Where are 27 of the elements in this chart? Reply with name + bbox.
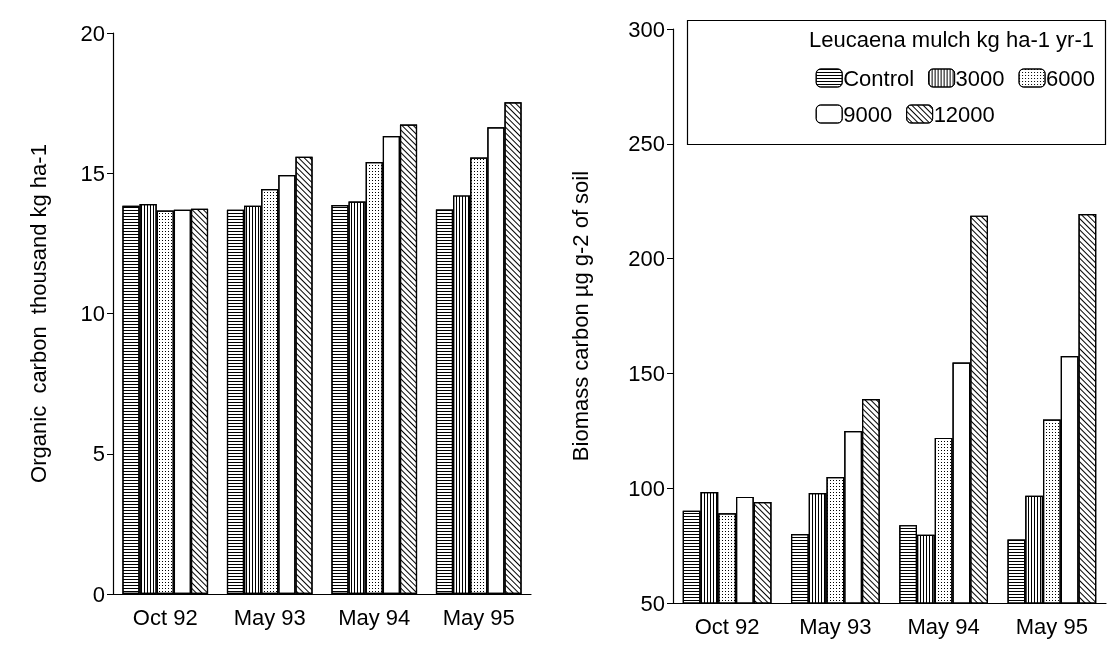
- y-tick-label: 100: [628, 475, 665, 501]
- y-axis-title: Organic carbon thousand kg ha-1: [25, 144, 51, 483]
- y-tick-label: 300: [628, 16, 665, 42]
- x-tick-label: May 94: [338, 604, 411, 630]
- legend-label: 6000: [1046, 65, 1096, 91]
- x-tick-label: May 94: [907, 613, 980, 639]
- x-tick-label: Oct 92: [132, 604, 198, 630]
- x-tick-label: May 95: [1015, 613, 1088, 639]
- y-tick-label: 50: [640, 590, 665, 616]
- y-axis-title: Biomass carbon µg g-2 of soil: [567, 170, 593, 462]
- y-tick-label: 5: [92, 441, 105, 467]
- y-tick-label: 250: [628, 131, 665, 157]
- y-tick-label: 10: [80, 301, 105, 326]
- y-tick-label: 150: [628, 360, 665, 386]
- legend-label: 9000: [843, 101, 893, 127]
- legend-title: Leucaena mulch kg ha-1 yr-1: [809, 26, 1094, 52]
- x-tick-label: Oct 92: [694, 613, 760, 639]
- legend-label: Control: [843, 65, 915, 91]
- x-tick-label: May 93: [233, 604, 306, 630]
- x-tick-label: May 93: [799, 613, 872, 639]
- y-tick-label: 15: [80, 160, 105, 186]
- legend-label: 3000: [955, 65, 1005, 91]
- y-tick-label: 0: [92, 581, 105, 607]
- y-tick-label: 200: [628, 246, 665, 272]
- x-tick-label: May 95: [442, 604, 515, 630]
- legend-label: 12000: [933, 101, 995, 127]
- y-tick-label: 20: [80, 20, 105, 46]
